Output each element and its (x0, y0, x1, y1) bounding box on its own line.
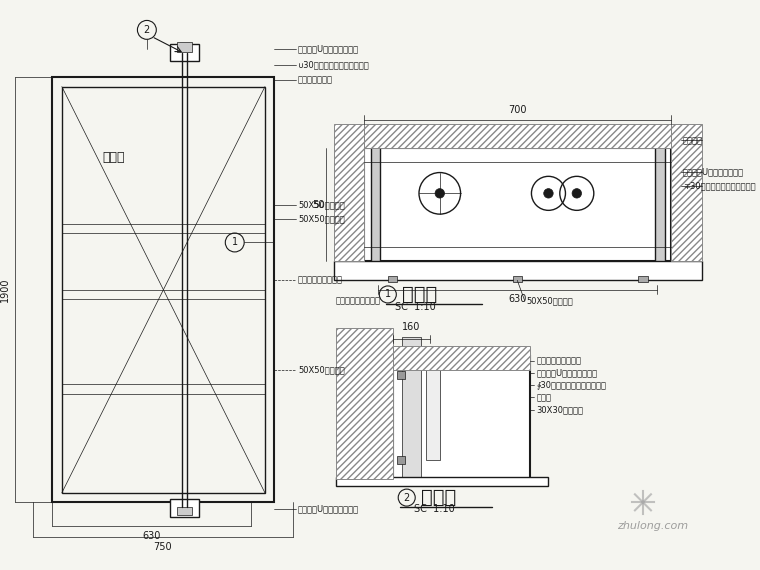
Text: ∲30钢杆上下与万底结束连接: ∲30钢杆上下与万底结束连接 (536, 381, 606, 390)
Bar (177, 42, 192, 52)
Bar (62, 87, 265, 493)
Text: 1: 1 (232, 238, 238, 247)
Bar (397, 371, 405, 378)
Text: 160: 160 (402, 322, 420, 332)
Bar (170, 499, 199, 516)
Bar (170, 44, 199, 61)
Text: 50: 50 (312, 200, 325, 210)
Text: 消火栓: 消火栓 (103, 151, 125, 164)
Circle shape (543, 189, 553, 198)
Bar (364, 124, 671, 148)
Text: 红色有机玻璃字: 红色有机玻璃字 (298, 75, 333, 84)
Bar (177, 507, 192, 515)
Text: 50X50镀锌角钢: 50X50镀锌角钢 (527, 296, 574, 306)
Text: 50X50板笼内纲: 50X50板笼内纲 (298, 365, 345, 374)
Text: 与所在位置饰材一致: 与所在位置饰材一致 (298, 276, 343, 285)
Text: 750: 750 (154, 542, 173, 552)
Text: ∓30钢杆上下与万底结束连接: ∓30钢杆上下与万底结束连接 (682, 181, 755, 190)
Text: 630: 630 (142, 531, 161, 541)
Bar (397, 456, 405, 463)
Text: 50X50横穿角钩: 50X50横穿角钩 (298, 200, 345, 209)
Text: ∪30钢杆二下与万向轴连运卡: ∪30钢杆二下与万向轴连运卡 (298, 60, 370, 70)
Text: 30X30竖钮角钢: 30X30竖钮角钢 (536, 405, 583, 414)
Bar (392, 347, 530, 370)
Text: 与所在位置饰材一致: 与所在位置饰材一致 (336, 296, 381, 306)
Text: SC  1:10: SC 1:10 (414, 504, 455, 514)
Text: 1900: 1900 (0, 278, 10, 302)
Bar (392, 356, 530, 479)
Text: 消音箱: 消音箱 (536, 393, 551, 402)
Bar (334, 262, 701, 280)
Bar (336, 328, 392, 479)
Text: 2: 2 (404, 492, 410, 503)
Bar (638, 276, 648, 282)
Bar (388, 276, 397, 282)
Text: 剖面图: 剖面图 (421, 488, 456, 507)
Bar (402, 337, 421, 479)
Text: 630: 630 (508, 295, 527, 304)
Text: 700: 700 (508, 105, 527, 115)
Bar (671, 124, 701, 262)
Circle shape (435, 189, 445, 198)
Text: SC  1:10: SC 1:10 (395, 302, 436, 312)
Bar (334, 124, 364, 262)
Text: 消火栓箱: 消火栓箱 (682, 136, 703, 145)
Text: zhulong.com: zhulong.com (617, 521, 688, 531)
Bar (371, 134, 380, 275)
Text: 万向轴承U型膨胀螺栓厌定: 万向轴承U型膨胀螺栓厌定 (298, 504, 359, 514)
Text: 2: 2 (144, 25, 150, 35)
Text: 1: 1 (385, 290, 391, 299)
Circle shape (572, 189, 581, 198)
Text: 与所在位置饰材一致: 与所在位置饰材一致 (536, 356, 581, 365)
Text: 万向轴承U型膨胀螺栓固定: 万向轴承U型膨胀螺栓固定 (682, 167, 744, 176)
Text: 剖面图: 剖面图 (402, 285, 437, 304)
Bar (364, 148, 671, 262)
Text: 万向轴承U型膨胀螺栓卡定: 万向轴承U型膨胀螺栓卡定 (298, 44, 359, 53)
Bar (512, 276, 522, 282)
Bar (655, 134, 665, 275)
Bar (52, 77, 274, 502)
Text: 万方轴承U型连接螺旋固定: 万方轴承U型连接螺旋固定 (536, 368, 597, 377)
Text: 50X50竖过角字: 50X50竖过角字 (298, 214, 345, 223)
Bar (426, 365, 440, 460)
Bar (336, 477, 549, 486)
